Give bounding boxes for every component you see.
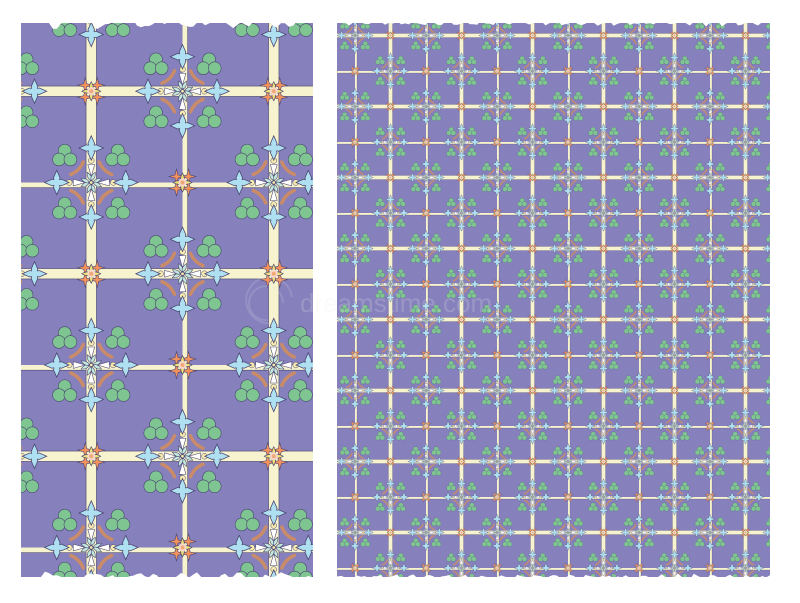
svg-text:dreamstime.com: dreamstime.com [300, 288, 492, 318]
